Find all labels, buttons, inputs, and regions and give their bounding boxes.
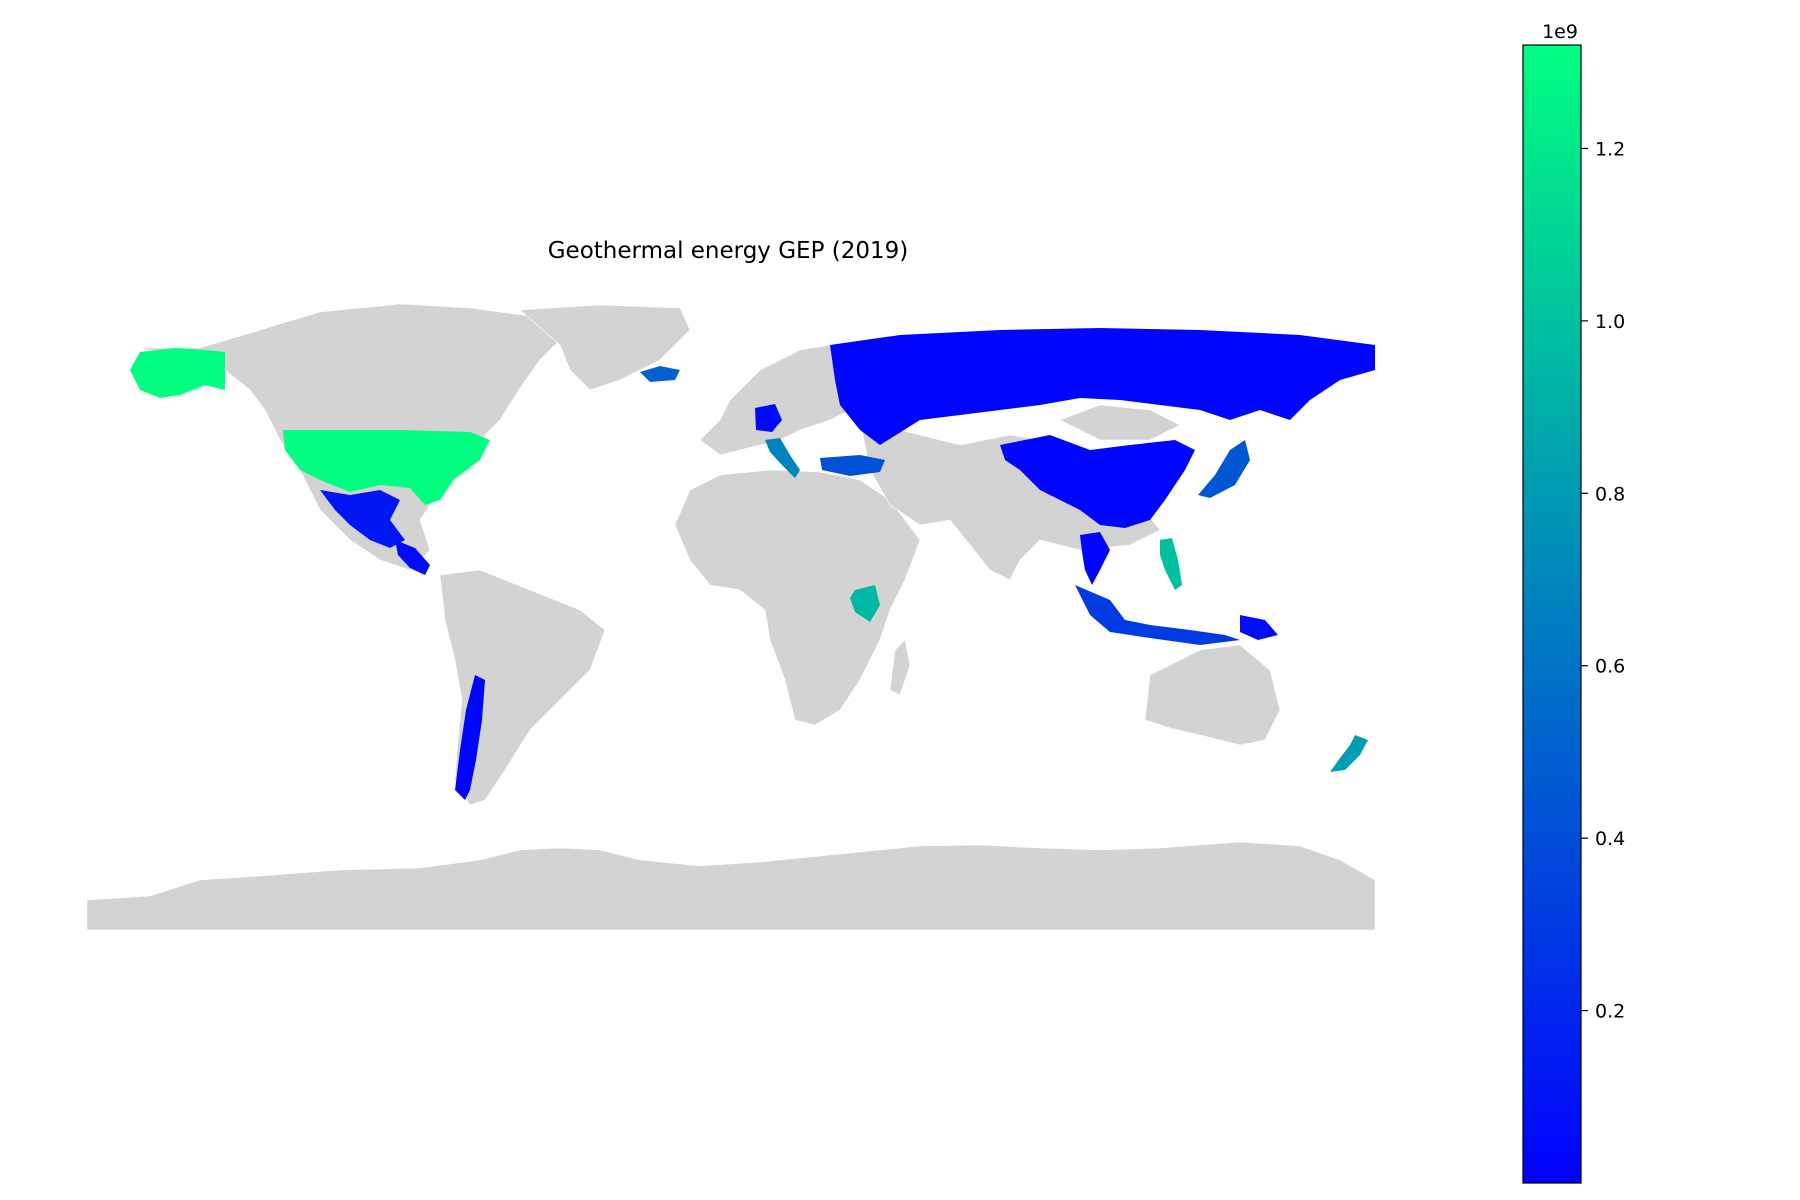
colorbar-ticks: 0.2 0.4 0.6 0.8 1.0 1.2 — [1581, 138, 1625, 1023]
region-japan — [1198, 440, 1250, 498]
colorbar-tick-label: 1.0 — [1595, 311, 1625, 333]
madagascar-shape — [889, 639, 911, 696]
colorbar-tick-label: 0.6 — [1595, 656, 1625, 678]
region-central-america — [395, 540, 430, 575]
south-america-shape — [439, 569, 606, 806]
region-russia — [830, 328, 1375, 445]
region-mexico — [320, 490, 405, 548]
colorbar: 1e9 0.2 0.4 0.6 0.8 1.0 1.2 — [1522, 21, 1625, 1184]
australia-shape — [1144, 644, 1281, 746]
region-thailand — [1080, 532, 1110, 585]
colorbar-gradient — [1522, 44, 1582, 1184]
region-china — [1000, 435, 1195, 528]
region-philippines — [1160, 538, 1182, 590]
colorbar-tick-label: 0.2 — [1595, 1001, 1625, 1023]
colorbar-exponent-label: 1e9 — [1542, 21, 1578, 43]
region-indonesia — [1075, 585, 1240, 645]
region-italy — [765, 438, 800, 478]
antarctica-shape — [86, 841, 1376, 931]
mongolia-shape — [1059, 404, 1181, 441]
greenland-shape — [519, 304, 691, 391]
region-iceland — [640, 366, 680, 382]
region-kenya — [850, 585, 880, 622]
region-new-zealand — [1330, 735, 1368, 772]
region-turkey — [820, 455, 885, 476]
region-alaska — [130, 348, 225, 398]
region-chile — [455, 675, 485, 800]
world-map — [86, 303, 1376, 931]
chart-title: Geothermal energy GEP (2019) — [548, 238, 909, 264]
colorbar-tick-label: 0.4 — [1595, 828, 1625, 850]
africa-shape — [674, 469, 921, 726]
colorbar-tick-label: 0.8 — [1595, 483, 1625, 505]
region-papua-new-guinea — [1240, 615, 1278, 640]
colorbar-tick-label: 1.2 — [1595, 138, 1625, 160]
region-germany — [755, 404, 782, 432]
region-united-states — [283, 430, 490, 505]
